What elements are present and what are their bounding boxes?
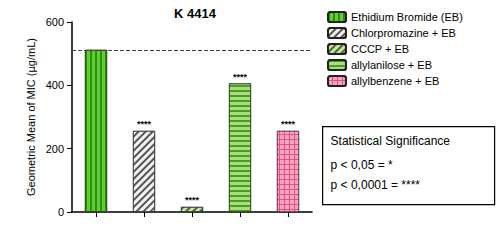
svg-text:0: 0 — [58, 206, 64, 218]
svg-text:K 4414: K 4414 — [174, 6, 217, 21]
svg-text:p < 0,0001 = ****: p < 0,0001 = **** — [331, 178, 421, 192]
svg-text:allylbenzene + EB: allylbenzene + EB — [351, 75, 439, 87]
svg-text:Ethidium Bromide (EB): Ethidium Bromide (EB) — [351, 11, 463, 23]
svg-text:CCCP + EB: CCCP + EB — [351, 43, 409, 55]
svg-text:600: 600 — [46, 16, 64, 28]
svg-text:400: 400 — [46, 79, 64, 91]
svg-text:allylanilose + EB: allylanilose + EB — [351, 59, 432, 71]
svg-text:Geometric Mean of MIC (µg/mL): Geometric Mean of MIC (µg/mL) — [25, 38, 37, 196]
svg-text:****: **** — [185, 195, 200, 205]
svg-text:200: 200 — [46, 143, 64, 155]
svg-text:Chlorpromazine + EB: Chlorpromazine + EB — [351, 27, 456, 39]
svg-text:Statistical Significance: Statistical Significance — [331, 134, 451, 148]
svg-text:p < 0,05 = *: p < 0,05 = * — [331, 158, 393, 172]
svg-text:****: **** — [233, 72, 248, 82]
svg-text:****: **** — [281, 119, 296, 129]
svg-text:****: **** — [137, 119, 152, 129]
